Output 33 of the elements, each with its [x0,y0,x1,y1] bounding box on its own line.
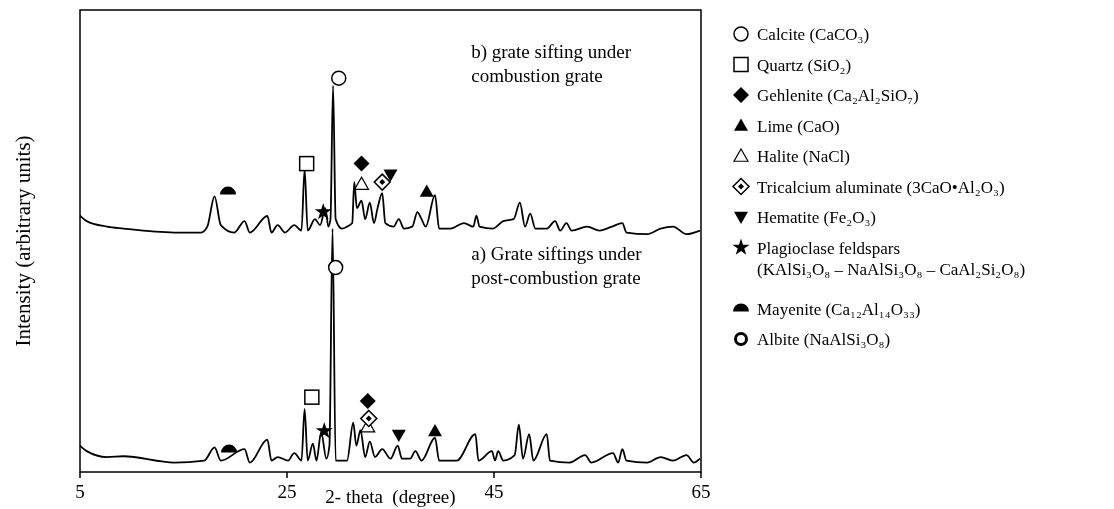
point [428,424,443,437]
point [315,422,333,439]
point [298,155,315,172]
legend-label: Mayenite (Ca₁₂Al₁₄O₃₃) [757,299,921,319]
point [359,393,376,410]
point [373,173,391,191]
legend-label: Plagioclase feldspars (KAlSi₃O₈ – NaAlSi₃O₈ – CaAl₂Si₂O₈) [757,238,1026,279]
point [331,70,347,86]
legend-label: Albite (NaAlSi₃O₈) [757,330,891,349]
point [353,155,370,172]
point [327,259,344,276]
point [360,409,378,428]
legend-label: Hematite (Fe₂O₃) [757,208,877,227]
x-tick-label: 65 [691,481,711,502]
point [304,389,320,405]
annotation: b) grate sifting under combustion grate [471,41,632,86]
y-axis-title: Intensity (arbitrary units) [11,135,35,347]
legend-label: Lime (CaO) [757,116,840,136]
annotation: a) Grate siftings under post-combustion grate [471,243,643,288]
legend-label: Calcite (CaCO₃) [757,25,870,44]
point [391,429,406,442]
point [314,203,332,220]
legend-label: Tricalcium aluminate (3CaO•Al₂O₃) [757,177,1005,197]
legend-label: Gehlenite (Ca₂Al₂SiO₇) [757,86,919,105]
point [353,176,370,190]
x-axis-title: 2- theta (degree) [325,486,456,508]
legend-label: Halite (NaCl) [757,147,850,166]
legend-label: Quartz (SiO₂) [757,55,852,75]
point [383,169,398,182]
point [419,184,434,197]
x-tick-label: 25 [277,481,297,502]
x-tick-label: 5 [75,481,85,502]
x-tick-label: 45 [484,481,504,502]
